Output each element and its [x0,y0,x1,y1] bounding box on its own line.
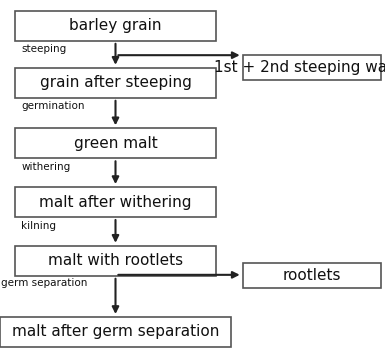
Bar [15,128,216,158]
Text: germination: germination [21,101,85,111]
Bar [15,11,216,41]
Text: rootlets: rootlets [283,268,341,283]
Bar [15,246,216,276]
Text: steeping: steeping [21,44,67,54]
Text: 1st + 2nd steeping water: 1st + 2nd steeping water [214,60,385,75]
Text: withering: withering [21,162,70,172]
Bar [243,263,381,288]
Text: green malt: green malt [74,136,157,151]
Text: kilning: kilning [21,221,56,231]
Bar [15,187,216,217]
Bar [243,55,381,80]
Text: germ separation: germ separation [1,278,87,288]
Bar [15,68,216,98]
Text: barley grain: barley grain [69,18,162,33]
Text: grain after steeping: grain after steeping [40,75,191,90]
Bar [0,317,231,347]
Text: malt with rootlets: malt with rootlets [48,253,183,268]
Text: malt after withering: malt after withering [39,194,192,210]
Text: malt after germ separation: malt after germ separation [12,324,219,340]
